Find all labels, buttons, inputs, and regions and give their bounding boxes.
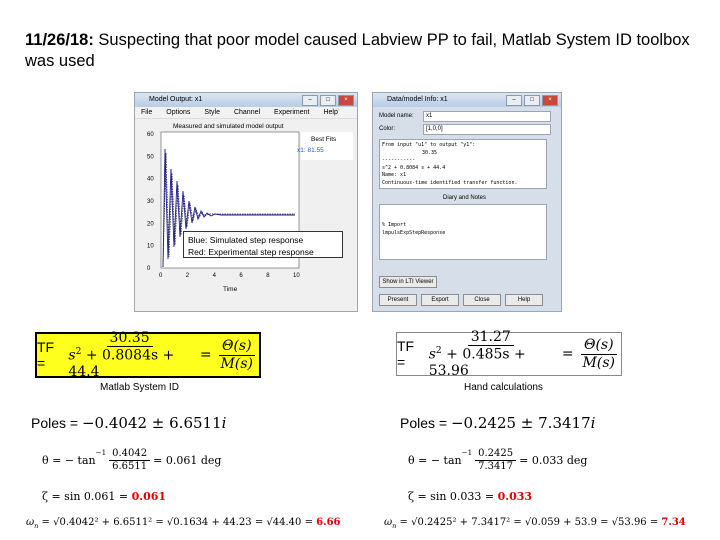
color-field[interactable]: [1,0,0] xyxy=(423,124,551,135)
tf-hand-box: TF = 31.27 s2 + 0.485s + 53.96 = Θ(s) M(… xyxy=(396,329,622,379)
x-tick-label: 4 xyxy=(213,273,217,279)
y-tick-label: 50 xyxy=(147,154,154,160)
console-line: 30.35 xyxy=(422,149,438,156)
poles-right: Poles = −0.2425 ± 7.3417i xyxy=(400,414,596,432)
tf-denominator: s2 + 0.485s + 53.96 xyxy=(428,346,526,379)
omega-result-left: 6.66 xyxy=(316,517,341,528)
title-date: 11/26/18: xyxy=(25,31,94,49)
tf-rhs-numerator: Θ(s) xyxy=(580,337,617,355)
console-line: s^2 + 0.8084 s + 44.4 xyxy=(382,164,446,171)
model-name-label: Model name: xyxy=(379,113,414,119)
x-tick-label: 10 xyxy=(293,273,300,279)
help-button[interactable]: Help xyxy=(505,294,543,306)
x-tick-label: 8 xyxy=(266,273,270,279)
x-tick-label: 6 xyxy=(239,273,243,279)
legend-box: Blue: Simulated step response Red: Exper… xyxy=(183,231,343,258)
y-tick-label: 40 xyxy=(147,177,154,183)
tf-rhs-denominator: M(s) xyxy=(582,354,615,371)
menu-help[interactable]: Help xyxy=(323,109,338,116)
tf-denominator: s2 + 0.8084s + 44.4 xyxy=(68,347,175,380)
model-output-titlebar: Model Output: x1 – □ × xyxy=(135,93,357,107)
model-info-window: Data/model Info: x1 – □ × Model name: x1 C… xyxy=(372,92,562,312)
zeta-right: ζ = sin 0.033 = 0.033 xyxy=(408,490,533,503)
zeta-left: ζ = sin 0.061 = 0.061 xyxy=(42,490,167,503)
tf-matlab-box: TF = 30.35 s2 + 0.8084s + 44.4 = Θ(s) M(… xyxy=(35,330,261,380)
caption-hand: Hand calculations xyxy=(464,382,543,393)
y-tick-label: 20 xyxy=(147,221,154,227)
close-icon[interactable]: × xyxy=(338,95,354,106)
theta-left: θ = − tan −1 0.4042 6.6511 = 0.061 deg xyxy=(42,448,222,472)
menu-experiment[interactable]: Experiment xyxy=(274,109,310,116)
color-label: Color: xyxy=(379,126,396,132)
plot-title: Measured and simulated model output xyxy=(173,123,284,130)
diary-label: Diary and Notes xyxy=(443,195,487,201)
tf-numerator: 31.27 xyxy=(467,329,514,347)
minimize-icon[interactable]: – xyxy=(506,95,522,106)
minimize-icon[interactable]: – xyxy=(302,95,318,106)
x-tick-label: 0 xyxy=(159,273,163,279)
tf-fraction: 31.27 s2 + 0.485s + 53.96 xyxy=(426,329,556,379)
model-console: From input "u1" to output "y1": 30.35 --… xyxy=(379,139,547,189)
y-tick-label: 60 xyxy=(147,132,154,138)
show-in-lti-viewer-button[interactable]: Show in LTI Viewer xyxy=(379,276,437,288)
caption-matlab: Matlab System ID xyxy=(100,382,179,393)
diary-line: lmpulsExpStepResponse xyxy=(382,230,446,236)
y-tick-label: 30 xyxy=(147,199,154,205)
maximize-icon[interactable]: □ xyxy=(524,95,540,106)
console-line: From input "u1" to output "y1": xyxy=(382,142,476,148)
omega-left: ωn = √0.4042² + 6.6511² = √0.1634 + 44.2… xyxy=(26,517,341,530)
zeta-result-left: 0.061 xyxy=(131,490,167,503)
y-tick-label: 10 xyxy=(147,244,154,250)
tf-rhs-numerator: Θ(s) xyxy=(218,338,255,356)
model-output-plot: Measured and simulated model output 6050… xyxy=(135,119,357,311)
model-info-titlebar: Data/model Info: x1 – □ × xyxy=(373,93,561,107)
zeta-result-right: 0.033 xyxy=(497,490,533,503)
legend-blue: Blue: Simulated step response xyxy=(188,235,304,245)
present-button[interactable]: Present xyxy=(379,294,417,306)
best-fits-value: x1: 81.55 xyxy=(297,147,324,154)
maximize-icon[interactable]: □ xyxy=(320,95,336,106)
tf-rhs-fraction: Θ(s) M(s) xyxy=(218,338,256,372)
menu-style[interactable]: Style xyxy=(204,109,220,116)
console-line: Name: x1 xyxy=(382,172,407,178)
tf-fraction: 30.35 s2 + 0.8084s + 44.4 xyxy=(65,330,193,380)
tf-numerator: 30.35 xyxy=(106,330,153,348)
menu-channel[interactable]: Channel xyxy=(233,109,261,116)
omega-result-right: 7.34 xyxy=(661,517,686,528)
tf-lhs: TF = xyxy=(397,338,415,370)
tf-lhs: TF = xyxy=(37,339,55,371)
x-tick-label: 2 xyxy=(186,273,190,279)
best-fits-label: Best Fits xyxy=(311,136,337,143)
slide-title: 11/26/18: Suspecting that poor model cau… xyxy=(25,30,705,72)
close-button[interactable]: Close xyxy=(463,294,501,306)
close-icon[interactable]: × xyxy=(542,95,558,106)
tf-rhs-fraction: Θ(s) M(s) xyxy=(580,337,618,371)
menu-options[interactable]: Options xyxy=(166,109,191,116)
console-line: ----------- xyxy=(382,157,416,163)
title-text: Suspecting that poor model caused Labvie… xyxy=(25,31,690,70)
model-output-menu: File Options Style Channel Experiment He… xyxy=(135,107,357,118)
diary-notes: % Import lmpulsExpStepResponse xyxy=(379,204,547,260)
console-line: Continuous-time identified transfer func… xyxy=(382,179,518,186)
model-name-field[interactable]: x1 xyxy=(423,111,551,122)
theta-right: θ = − tan −1 0.2425 7.3417 = 0.033 deg xyxy=(408,448,588,472)
tf-rhs-denominator: M(s) xyxy=(220,355,253,372)
export-button[interactable]: Export xyxy=(421,294,459,306)
model-info-title: Data/model Info: x1 xyxy=(387,96,448,103)
y-tick-label: 0 xyxy=(147,266,151,272)
model-output-window: Model Output: x1 – □ × File Options Style … xyxy=(134,92,358,312)
model-output-title: Model Output: x1 xyxy=(149,96,203,103)
xlabel: Time xyxy=(223,286,238,293)
menu-file[interactable]: File xyxy=(141,109,153,116)
legend-red: Red: Experimental step response xyxy=(188,247,314,257)
omega-right: ωn = √0.2425² + 7.3417² = √0.059 + 53.9 … xyxy=(384,517,686,530)
poles-left: Poles = −0.4042 ± 6.6511i xyxy=(31,414,227,432)
diary-line: % Import xyxy=(382,222,407,228)
